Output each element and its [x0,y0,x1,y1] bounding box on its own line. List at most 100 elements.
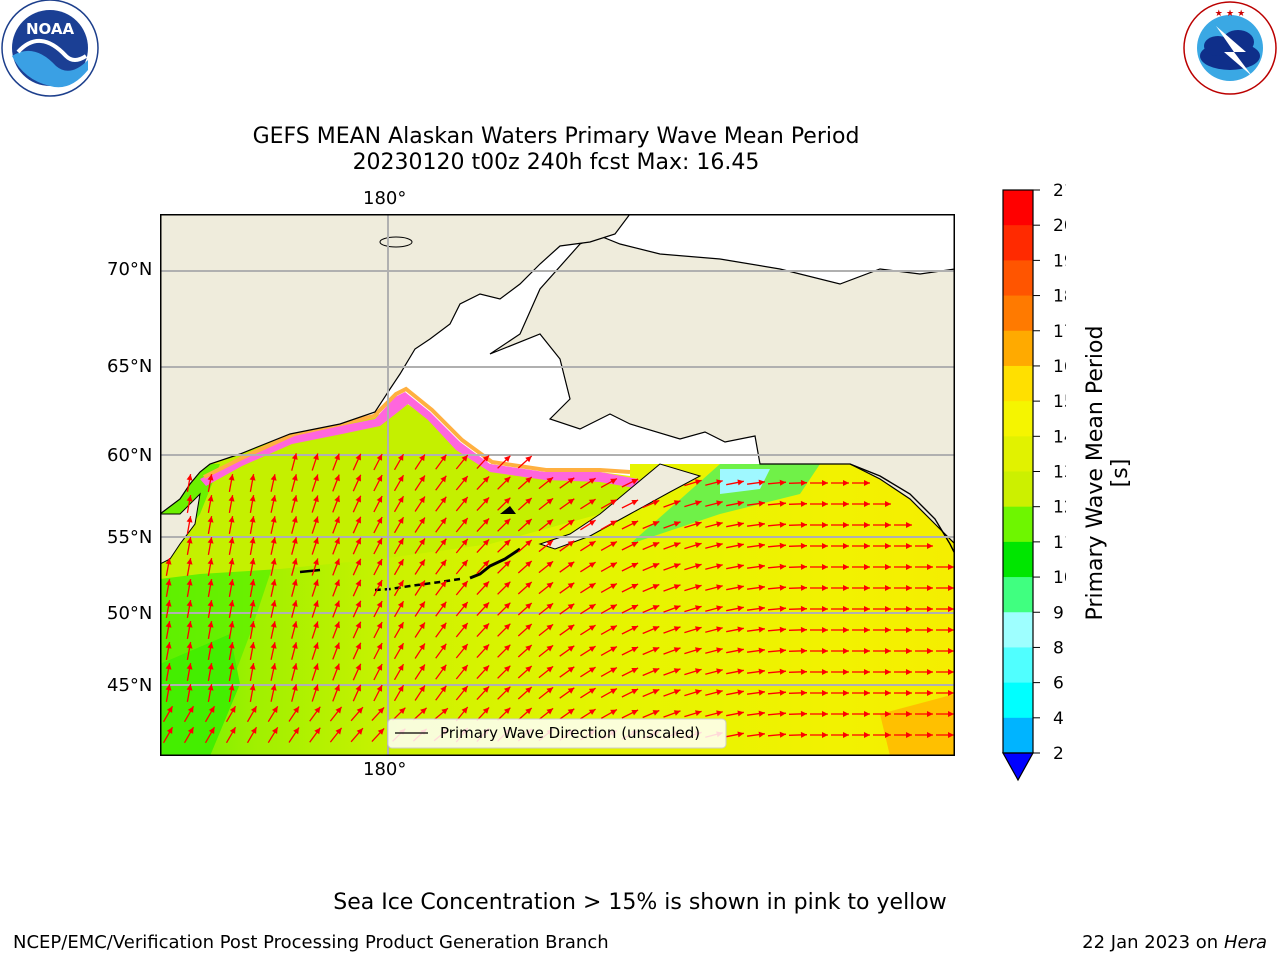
wave-direction-arrowhead [334,537,340,545]
wave-direction-arrowhead [927,564,933,570]
wave-direction-arrowhead [397,538,404,545]
wave-direction-arrowhead [397,601,404,608]
wave-direction-arrowhead [885,606,891,612]
wave-direction-arrowhead [652,647,660,653]
wave-direction-arrowhead [779,479,786,486]
wave-direction-arrowhead [546,519,554,526]
wave-direction-arrowhead [291,642,298,649]
wave-direction-arrowhead [800,731,807,738]
wave-direction-arrowhead [504,518,511,525]
colorbar-block [1003,506,1033,543]
wave-direction-arrowhead [885,690,891,696]
wave-direction-arrowhead [249,684,256,691]
wave-direction-arrowhead [376,601,383,608]
wave-direction-arrowhead [249,537,256,544]
wave-direction-arrowhead [399,707,406,714]
wave-direction-arrowhead [737,500,744,507]
wave-direction-arrowhead [927,732,933,738]
wave-direction-arrowhead [504,497,511,504]
wave-direction-arrowhead [716,500,723,507]
wave-direction-arrowhead [165,579,172,586]
wave-direction-arrowhead [250,727,257,734]
wave-direction-arrowhead [291,663,298,670]
wave-direction-arrowhead [822,585,828,591]
wave-direction-arrowhead [440,643,447,651]
wave-direction-arrowhead [482,581,490,588]
wave-direction-arrowhead [525,666,532,673]
wave-direction-arrowhead [673,647,681,653]
wave-direction-arrowhead [228,474,235,481]
wave-direction-arrowhead [800,668,807,675]
wave-direction-arrowhead [419,475,425,483]
wave-direction-arrowhead [906,627,912,633]
wave-direction-arrowhead [525,456,532,463]
wave-direction-arrowhead [187,706,194,713]
wave-direction-arrowhead [441,708,448,715]
wave-direction-arrowhead [482,455,490,462]
wave-direction-arrowhead [567,624,575,631]
wave-direction-arrowhead [652,689,660,695]
wave-direction-arrowhead [843,627,849,633]
colorbar-block [1003,577,1033,613]
colorbar-tick-label: 8 [1053,638,1064,658]
wave-direction-arrowhead [334,516,340,524]
wave-direction-arrowhead [291,684,298,691]
wave-direction-arrowhead [291,579,298,586]
colorbar-tick-label: 21 [1053,182,1066,201]
wave-direction-arrowhead [546,708,554,715]
colorbar-block [1003,682,1033,719]
wave-direction-arrowhead [631,647,639,653]
wave-direction-arrowhead [927,711,933,717]
wave-direction-arrowhead [504,581,511,588]
colorbar-extend [1001,752,1035,782]
colorbar-block [1003,295,1033,332]
wave-direction-arrowhead [652,521,660,527]
wave-direction-arrowhead [822,543,828,549]
wave-direction-arrowhead [588,520,596,526]
wave-direction-arrowhead [419,622,425,630]
wave-direction-arrowhead [376,538,383,545]
wave-direction-arrowhead [864,606,870,612]
colorbar-tick-label: 13 [1053,463,1066,483]
wave-direction-arrowhead [673,710,681,716]
wave-direction-arrowhead [948,690,954,696]
wave-direction-arrowhead [631,668,639,674]
wave-direction-arrowhead [461,644,468,651]
wave-direction-arrowhead [397,622,404,629]
wave-direction-arrowhead [334,621,340,629]
wave-direction-arrowhead [822,648,828,654]
wave-direction-arrowhead [758,605,765,612]
wave-direction-arrowhead [249,642,256,649]
wave-direction-arrowhead [927,627,933,633]
colorbar-block [1003,436,1033,472]
wave-direction-arrowhead [800,584,807,591]
wave-direction-arrowhead [207,558,214,565]
wave-direction-arrowhead [885,585,891,591]
wave-direction-arrowhead [461,476,468,483]
wave-direction-arrowhead [843,480,849,486]
wave-period-map: Primary Wave Direction (unscaled) [160,214,955,756]
wave-direction-arrowhead [207,621,214,628]
wave-direction-arrowhead [397,580,404,587]
wave-direction-arrowhead [525,708,532,715]
credit-right: 22 Jan 2023 on Hera [1082,932,1267,953]
wave-direction-arrowhead [822,522,828,528]
wave-direction-arrowhead [291,474,298,481]
wave-direction-arrowhead [440,685,447,693]
wave-direction-arrowhead [737,584,744,591]
wave-direction-arrowhead [800,605,807,612]
wave-direction-arrowhead [588,646,596,652]
wave-direction-arrowhead [250,706,257,713]
wave-direction-arrowhead [419,517,425,525]
credit-host: Hera [1223,932,1267,953]
wave-direction-arrowhead [207,642,214,649]
wave-direction-arrowhead [567,687,575,694]
wave-direction-arrowhead [291,537,298,544]
wave-direction-arrowhead [800,689,807,696]
wave-direction-arrowhead [758,731,765,738]
wave-direction-arrowhead [165,600,172,607]
colorbar-tick-label: 16 [1053,357,1066,377]
wave-direction-arrowhead [779,584,786,591]
wave-direction-arrowhead [885,543,891,549]
colorbar-block [1003,260,1033,297]
